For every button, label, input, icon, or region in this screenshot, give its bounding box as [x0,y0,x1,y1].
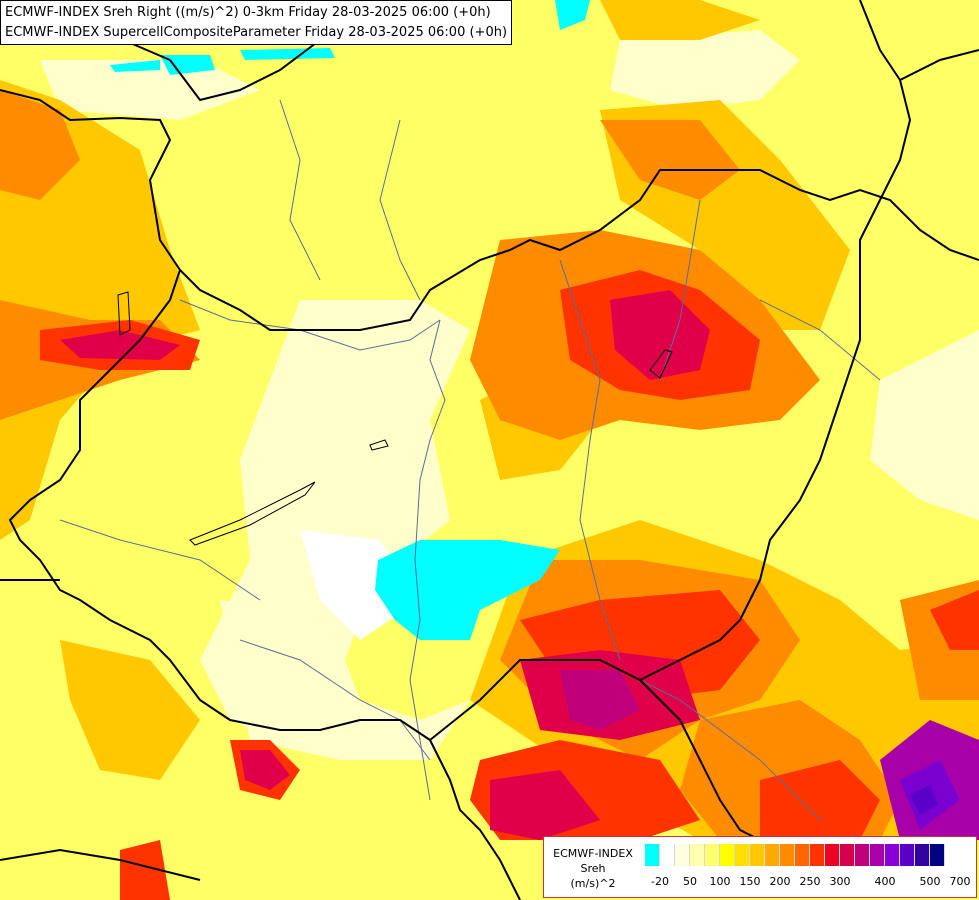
legend-swatch [705,844,720,866]
legend-swatch [885,844,900,866]
legend-swatch [720,844,735,866]
low-sreh-areas [40,30,979,760]
legend-swatch [825,844,840,866]
legend-swatch [855,844,870,866]
negative-sreh-areas [110,0,590,640]
title-line-2: ECMWF-INDEX SupercellCompositeParameter … [5,25,508,40]
legend-tick-label: 500 [919,875,941,888]
legend-swatch [930,844,945,866]
legend-color-bar [645,844,945,866]
legend-tick-label: 400 [874,875,896,888]
legend-swatch [750,844,765,866]
title-line-1: ECMWF-INDEX Sreh Right ((m/s)^2) 0-3km F… [5,5,491,20]
title-box: ECMWF-INDEX Sreh Right ((m/s)^2) 0-3km F… [0,0,513,45]
legend-swatch [765,844,780,866]
purple-areas [560,670,979,840]
legend-tick-label: 50 [683,875,697,888]
legend-swatch [735,844,750,866]
legend-swatch [675,844,690,866]
legend-tick-label: 700 [949,875,971,888]
legend-title-line-1: ECMWF-INDEX [553,847,633,860]
legend-swatch [810,844,825,866]
legend-swatch [900,844,915,866]
legend-swatch [645,844,660,866]
legend-swatch [840,844,855,866]
lakes [117,291,673,546]
legend-swatch [690,844,705,866]
legend-tick-label: 200 [769,875,791,888]
legend-title: ECMWF-INDEX Sreh (m/s)^2 [548,846,638,891]
legend-swatch [915,844,930,866]
legend-swatch [780,844,795,866]
legend-title-line-3: (m/s)^2 [570,877,616,890]
legend-tick-labels: -20 50 100 150 200 250 300 400 500 700 [645,875,975,889]
legend-swatch [660,844,675,866]
legend-tick-label: -20 [651,875,669,888]
legend-swatch [795,844,810,866]
legend-tick-label: 300 [829,875,851,888]
color-legend: ECMWF-INDEX Sreh (m/s)^2 -20 50 100 150 200 2… [543,836,977,898]
legend-tick-label: 150 [739,875,761,888]
legend-tick-label: 250 [799,875,821,888]
legend-swatch [870,844,885,866]
legend-title-line-2: Sreh [580,862,606,875]
legend-tick-label: 100 [709,875,731,888]
